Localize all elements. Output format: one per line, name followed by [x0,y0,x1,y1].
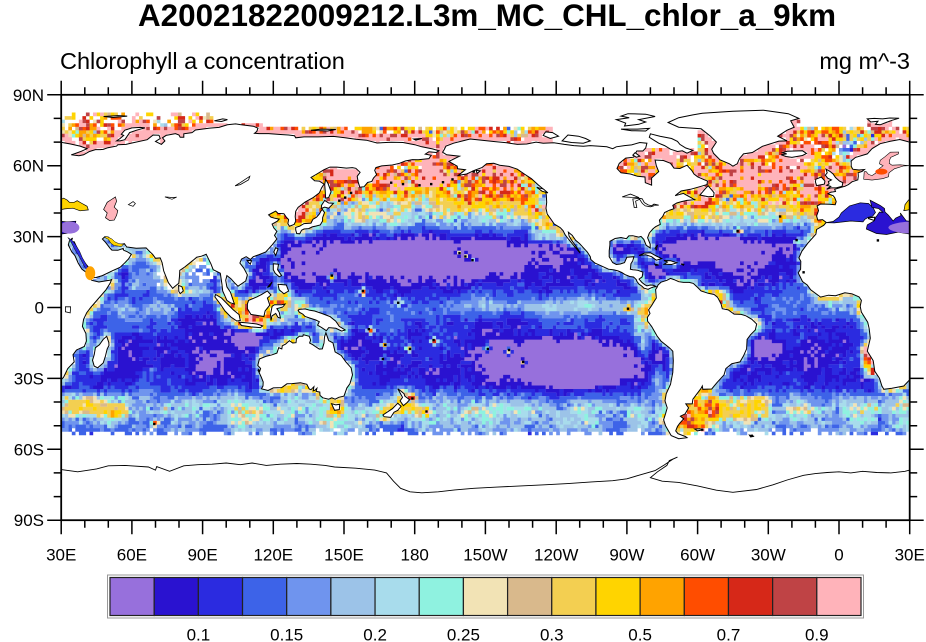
svg-text:0.25: 0.25 [447,626,480,642]
svg-text:0.7: 0.7 [717,626,741,642]
svg-text:90S: 90S [14,511,44,530]
svg-text:150W: 150W [463,546,507,565]
svg-text:0.5: 0.5 [628,626,652,642]
svg-text:0.9: 0.9 [805,626,829,642]
svg-text:60E: 60E [117,546,147,565]
svg-text:60N: 60N [13,157,44,176]
svg-text:150E: 150E [324,546,364,565]
svg-text:30W: 30W [751,546,786,565]
svg-text:0.2: 0.2 [363,626,387,642]
svg-text:90N: 90N [13,86,44,105]
svg-text:180: 180 [401,546,429,565]
svg-text:0.3: 0.3 [540,626,564,642]
svg-text:0.1: 0.1 [187,626,211,642]
svg-text:90W: 90W [609,546,644,565]
svg-text:30S: 30S [14,369,44,388]
svg-text:mg m^-3: mg m^-3 [819,48,910,74]
svg-text:30E: 30E [46,546,76,565]
svg-text:Chlorophyll a concentration: Chlorophyll a concentration [60,48,345,74]
svg-text:0: 0 [35,299,44,318]
svg-text:120W: 120W [534,546,578,565]
svg-text:30E: 30E [895,546,925,565]
svg-text:30N: 30N [13,228,44,247]
svg-text:120E: 120E [253,546,293,565]
svg-text:A20021822009212.L3m_MC_CHL_chl: A20021822009212.L3m_MC_CHL_chlor_a_9km [138,0,836,33]
svg-text:90E: 90E [187,546,217,565]
svg-text:0.15: 0.15 [270,626,303,642]
svg-text:60S: 60S [14,440,44,459]
svg-text:0: 0 [834,546,843,565]
svg-text:60W: 60W [680,546,715,565]
